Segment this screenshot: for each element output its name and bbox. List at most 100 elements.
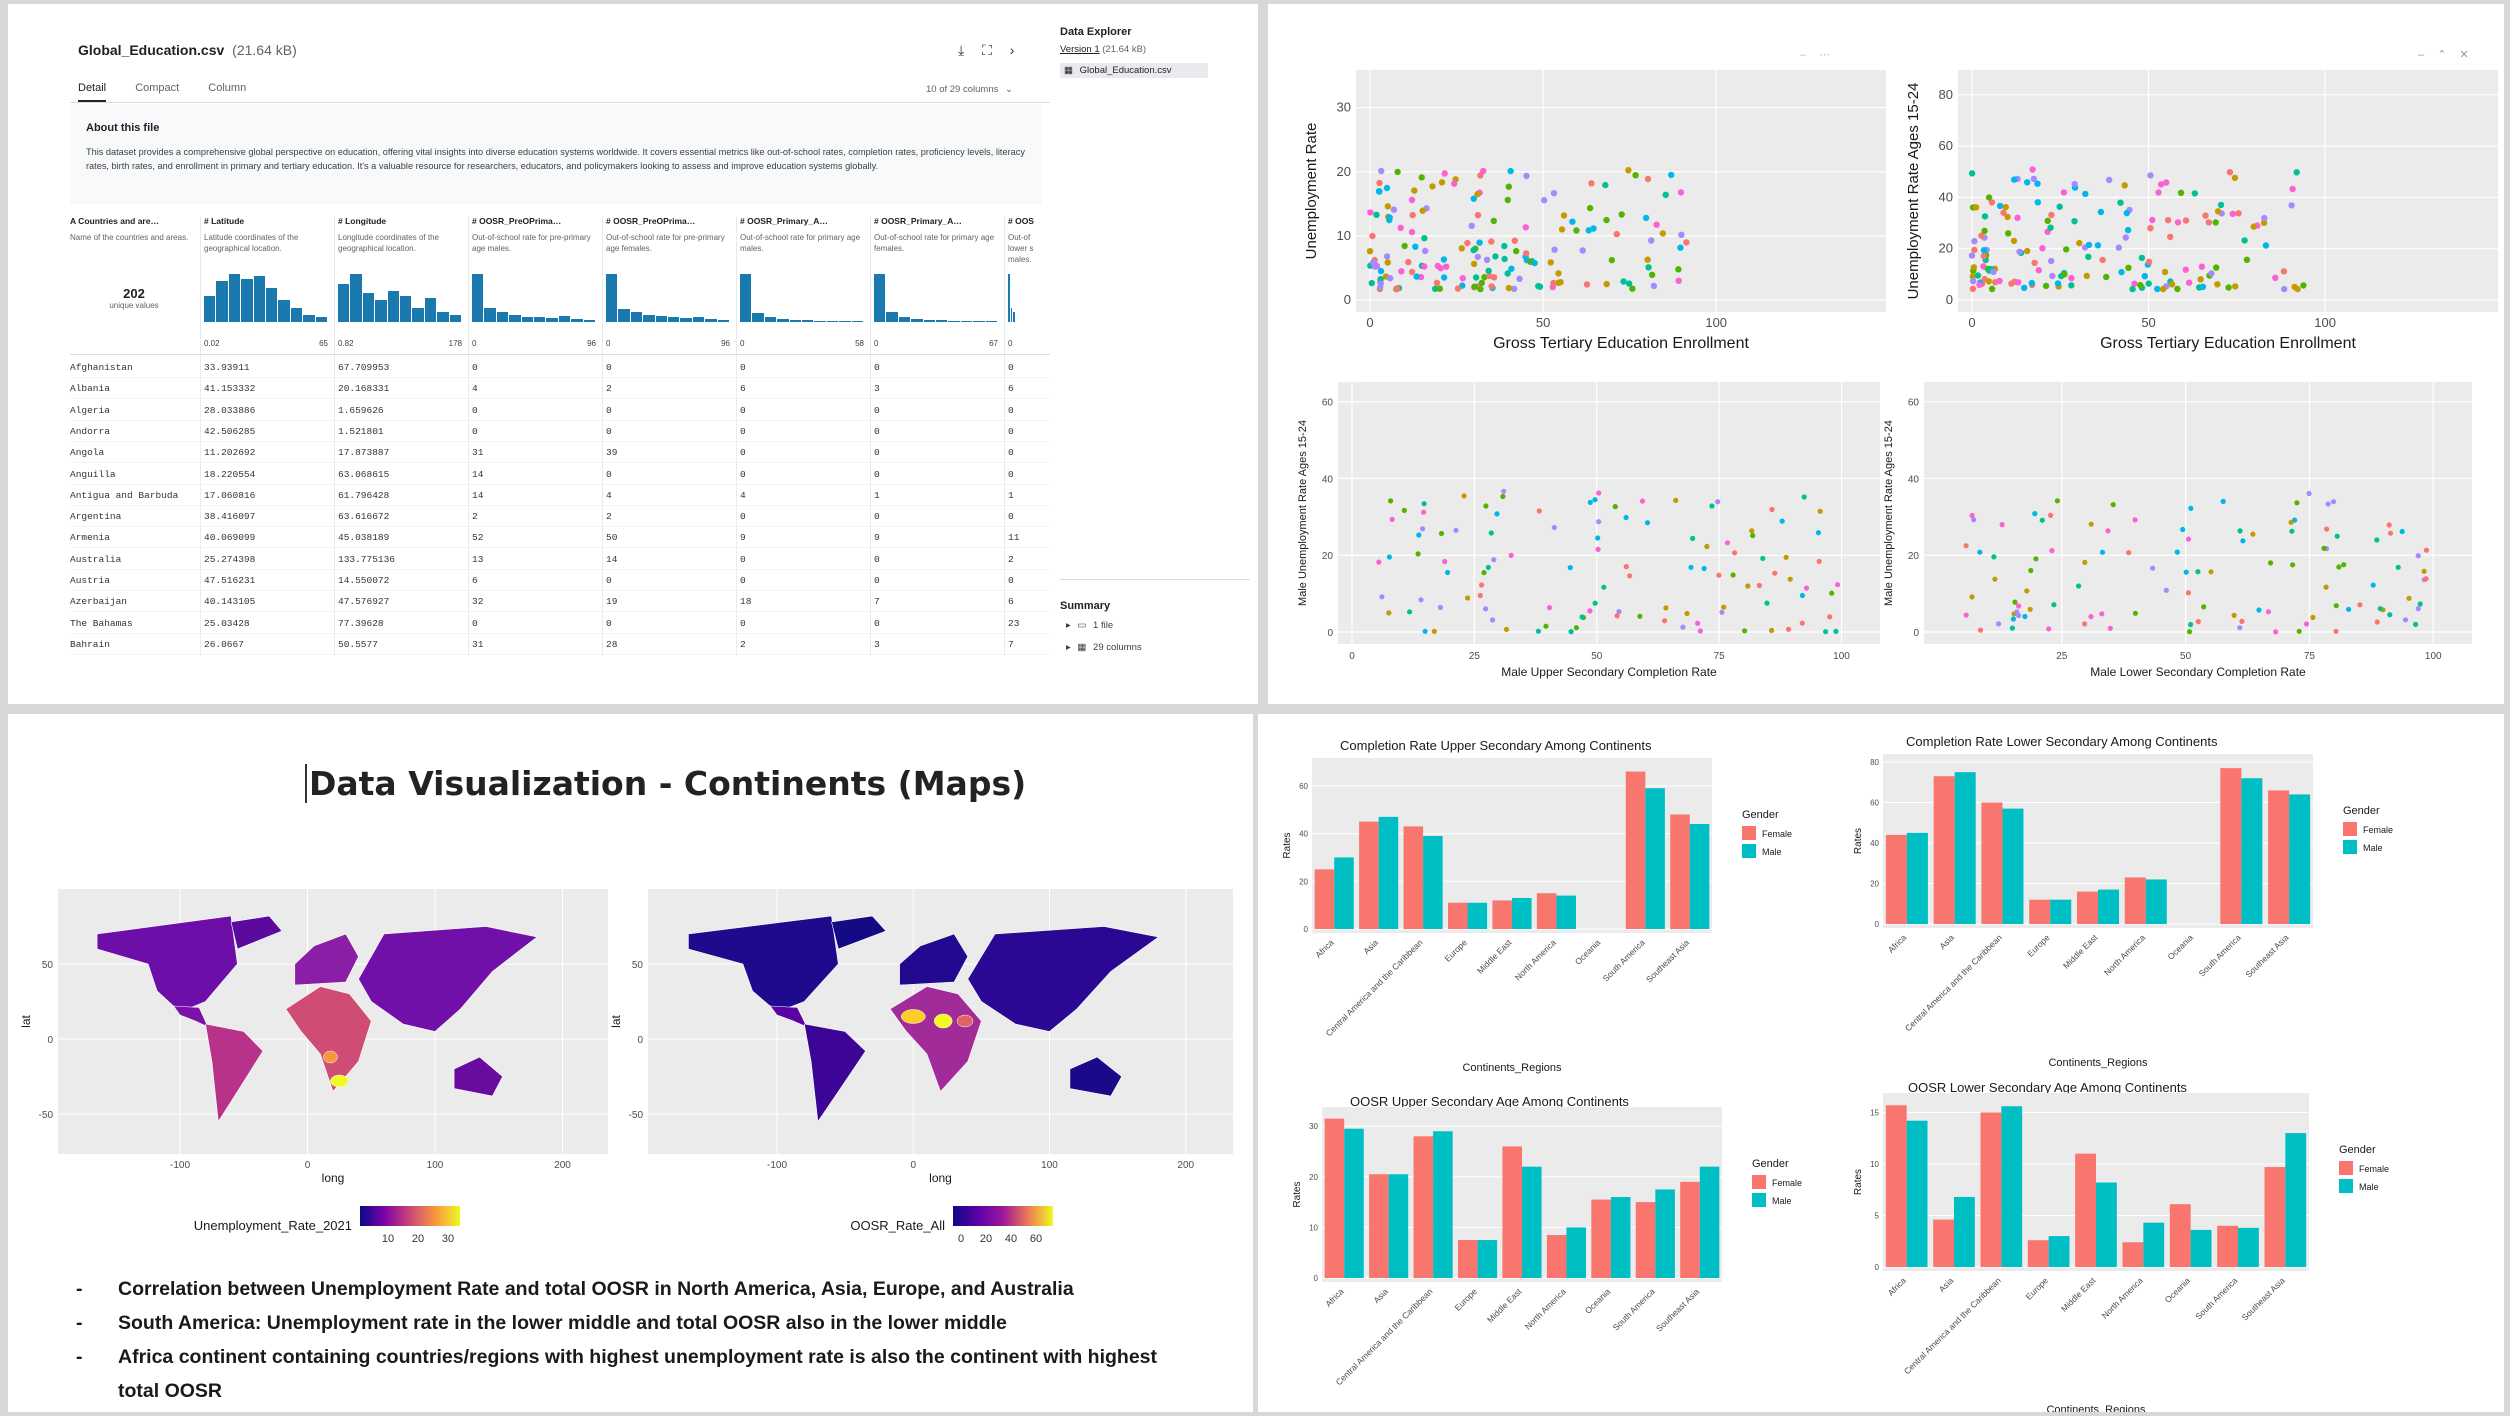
scatter-point [1383,253,1391,260]
x-tick-label: 100 [1705,315,1727,330]
window-controls: – ⋯ [1800,48,1830,61]
table-cell: 40.143105 [204,596,256,608]
chart-title: Completion Rate Lower Secondary Among Co… [1906,734,2218,749]
chevron-up-icon[interactable]: ⌃ [2437,49,2447,61]
table-cell: The Bahamas [70,617,133,629]
table-cell: 0 [1008,425,1014,437]
histogram-bar [802,320,814,322]
range-max: 67 [989,339,998,348]
column-card: A Countries and are… Name of the countrie… [70,216,198,351]
expand-icon[interactable]: ⛶ [982,42,992,58]
minimize-icon[interactable]: – [1800,49,1807,61]
x-tick-label: Central America and the Caribbean [1334,1286,1435,1387]
x-axis-label: Continents_Regions [2048,1057,2148,1069]
table-cell: Armenia [70,532,110,544]
table-cell: 41.153332 [204,383,256,395]
scatter-point [1684,610,1690,617]
range-min: 0 [1008,339,1013,348]
scatter-point [1393,285,1401,293]
scatter-point [1490,217,1497,225]
scatter-point [1505,183,1512,190]
scatter-point [1375,188,1383,195]
scatter-point [2163,179,2170,186]
continent-south-america [205,1023,264,1123]
scatter-point [1477,285,1484,293]
bar-female [1670,814,1690,929]
scatter-point [1397,224,1404,231]
table-cell: 0 [1008,362,1014,373]
scatter-point [1992,576,1998,582]
scatter-point [1551,246,1558,253]
histogram-bar [886,312,898,322]
y-axis-label: Unemployment Rate Ages 15-24 [1905,83,1922,300]
summary-files[interactable]: ▸ ▭ 1 file [1066,620,1113,631]
histogram-bar [400,295,412,322]
x-tick-label: Central America and the Caribbean [1902,1275,2003,1376]
scatter-point [1510,285,1518,292]
scatter-point [2167,233,2174,241]
range-max: 96 [587,339,596,348]
close-icon[interactable]: ✕ [2459,49,2469,61]
takeaway-item: - Africa continent containing countries/r… [76,1346,1157,1369]
scatter-point [1632,172,1639,179]
bar-female [1933,776,1955,924]
table-cell: 17.873887 [338,447,390,459]
more-icon[interactable]: ⋯ [1819,49,1831,61]
table-cell: 4 [472,383,478,395]
histogram-bar [606,274,618,322]
scatter-point [2237,625,2243,631]
minimize-icon[interactable]: – [2418,49,2425,61]
column-description: Longitude coordinates of the geographica… [338,233,439,253]
scatter-point [2325,501,2331,507]
tab-compact[interactable]: Compact [135,82,180,94]
scatter-point [1579,614,1585,620]
scatter-point [2395,564,2401,570]
scatter-point [1991,554,1997,560]
scatter-point [2099,549,2106,555]
scatter-point [2183,569,2189,575]
histogram [1008,272,1038,322]
scatter-point [1586,204,1594,212]
download-icon[interactable]: ⤓ [958,42,965,58]
y-tick-label: 20 [1870,880,1879,889]
scatter-point [2235,210,2242,217]
scatter-point [2180,526,2186,533]
scatter-point [1465,595,1471,601]
table-cell: 18.220554 [204,468,256,480]
scatter-point [2034,180,2041,187]
histogram-bar [278,300,290,322]
table-cell: 14 [606,553,618,565]
scatter-point [1971,238,1978,245]
explorer-version[interactable]: Version 1 (21.64 kB) [1060,44,1250,55]
x-axis-label: long [929,1171,952,1185]
bar-female [2124,877,2146,924]
legend-title: Gender [2339,1144,2376,1156]
scatter-point [1491,557,1497,563]
scatter-point [1695,620,1701,626]
chevron-right-icon[interactable]: › [1009,42,1015,58]
legend-tick-label: 0 [958,1233,964,1245]
scatter-point [2237,528,2243,534]
table-cell: Albania [70,383,110,395]
scatter-point [1730,572,1736,578]
scatter-point [2334,533,2340,539]
columns-select[interactable]: 10 of 29 columns ⌄ [926,84,1013,95]
summary-columns[interactable]: ▸ ▦ 29 columns [1066,642,1142,653]
scatter-point [1639,498,1646,504]
scatter-point [1709,503,1715,509]
scatter-point [1560,212,1568,219]
scatter-point [2011,176,2018,183]
scatter-point [1445,569,1451,576]
explorer-heading: Data Explorer [1060,26,1132,38]
x-tick-label: Oceania [2163,1275,2193,1305]
scatter-point [1500,493,1506,500]
tab-column[interactable]: Column [208,82,247,94]
scatter-point [2044,217,2051,224]
tab-detail[interactable]: Detail [78,82,107,102]
table-cell: Algeria [70,404,110,416]
column-description: Name of the countries and areas. [70,233,189,242]
scatter-point [2063,246,2070,253]
scatter-point [1715,499,1721,505]
row-divider [70,419,1050,421]
explorer-file-item[interactable]: ▦ Global_Education.csv [1060,63,1208,78]
